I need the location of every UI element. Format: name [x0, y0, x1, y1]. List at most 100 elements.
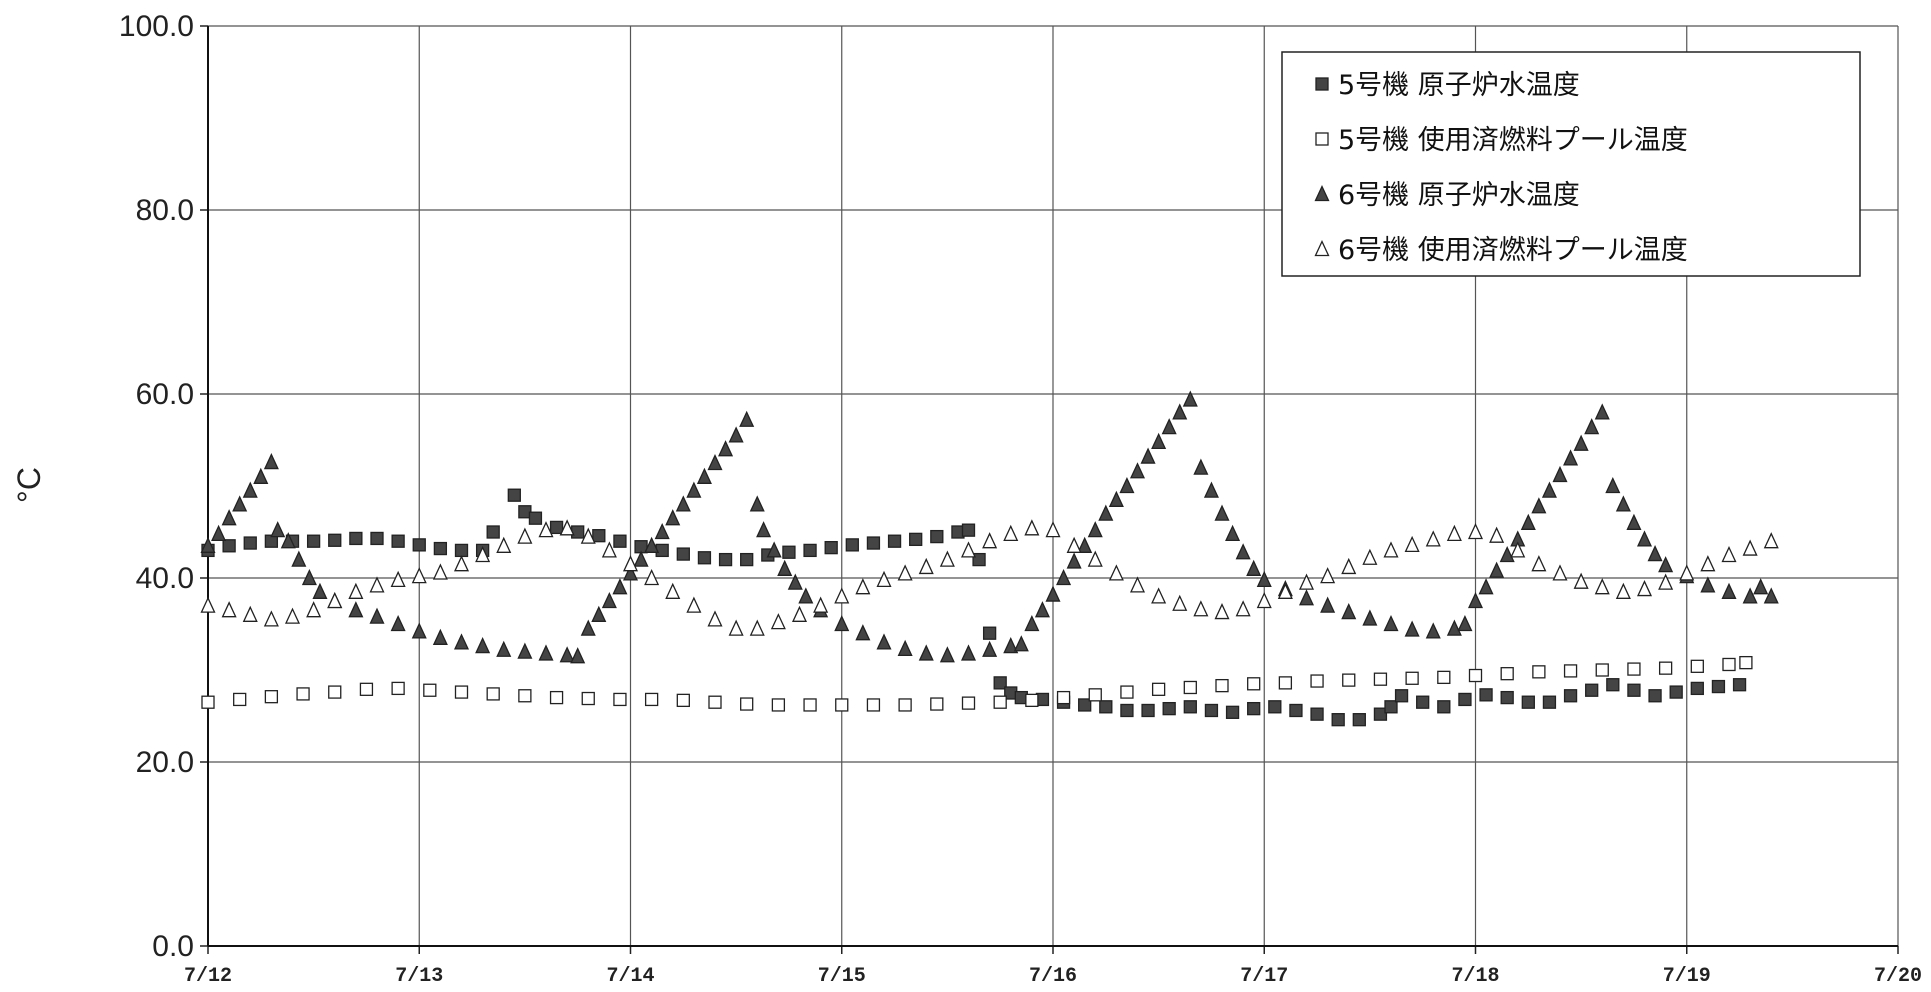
data-point — [1235, 543, 1251, 560]
grid-lines — [207, 25, 1899, 947]
data-point — [1247, 677, 1261, 691]
data-point — [454, 543, 469, 558]
data-point — [559, 646, 575, 663]
data-point — [982, 626, 997, 640]
data-point — [1225, 524, 1241, 541]
data-point — [1594, 403, 1610, 420]
data-point — [866, 536, 881, 550]
data-point — [897, 564, 913, 581]
data-point — [686, 481, 702, 498]
data-point — [876, 633, 892, 650]
data-point — [253, 467, 269, 484]
data-point — [1077, 536, 1093, 553]
data-point — [291, 550, 307, 567]
data-point — [622, 564, 639, 581]
legend-item-label: 5号機 使用済燃料プール温度 — [1338, 125, 1688, 156]
series-2 — [201, 655, 1753, 712]
data-point — [1024, 614, 1040, 632]
data-point — [1120, 685, 1134, 699]
data-point — [580, 619, 596, 636]
legend-item-label: 5号機 原子炉水温度 — [1338, 70, 1580, 101]
data-point — [972, 552, 986, 567]
x-tick-label: 7/13 — [395, 965, 443, 988]
data-point — [1203, 481, 1219, 498]
data-point — [1172, 594, 1188, 611]
data-point — [1479, 688, 1493, 702]
data-point — [263, 453, 279, 470]
data-point — [1437, 670, 1451, 685]
data-point — [432, 628, 448, 645]
y-tick-label: 80.0 — [136, 194, 194, 227]
data-point — [592, 529, 606, 543]
data-point — [708, 695, 722, 709]
data-point — [1298, 589, 1315, 606]
data-point — [296, 687, 310, 701]
data-point — [280, 532, 296, 549]
data-point — [961, 523, 976, 537]
data-point — [1690, 659, 1704, 673]
data-point — [1648, 689, 1662, 703]
data-point — [475, 545, 491, 563]
x-tick-label: 7/12 — [184, 965, 232, 988]
data-point — [676, 547, 690, 561]
data-point — [1585, 683, 1599, 697]
data-point — [1605, 476, 1621, 494]
data-point — [1722, 657, 1736, 672]
data-point — [1289, 703, 1303, 718]
data-point — [348, 601, 364, 618]
data-point — [1405, 671, 1419, 685]
series-3 — [200, 390, 1779, 664]
data-point — [369, 607, 385, 624]
y-tick-label: 40.0 — [136, 562, 194, 595]
data-point — [264, 690, 279, 704]
data-point — [423, 683, 437, 697]
data-point — [1499, 545, 1515, 563]
data-point — [1753, 578, 1769, 595]
data-point — [507, 488, 521, 502]
data-point — [571, 525, 585, 539]
data-point — [432, 563, 448, 580]
data-point — [1162, 701, 1176, 716]
data-point — [728, 426, 744, 443]
data-point — [803, 543, 817, 558]
data-point — [1151, 432, 1167, 449]
y-tick-label: 60.0 — [136, 378, 194, 411]
data-point — [1183, 700, 1197, 714]
data-point — [1457, 614, 1473, 632]
data-point — [1478, 578, 1494, 595]
data-point — [1658, 573, 1674, 590]
data-point — [1193, 458, 1209, 475]
data-point — [601, 591, 617, 609]
data-point — [1531, 497, 1547, 514]
data-point — [782, 545, 796, 559]
data-point — [1595, 663, 1609, 677]
data-point — [1277, 582, 1293, 599]
data-point — [517, 527, 533, 544]
data-point — [697, 551, 712, 565]
data-point — [1636, 530, 1653, 547]
data-point — [306, 601, 322, 618]
data-point — [549, 520, 564, 535]
data-point — [1056, 568, 1072, 586]
x-tick-labels: 7/12 7/13 7/14 7/15 7/16 7/17 7/18 7/19 7/20 — [184, 965, 1922, 988]
data-point — [1151, 682, 1166, 696]
data-point — [749, 495, 765, 512]
data-point — [1437, 700, 1451, 714]
data-point — [1247, 701, 1261, 716]
data-point — [221, 601, 237, 618]
data-point — [993, 676, 1007, 690]
data-point — [453, 633, 470, 650]
data-point — [1606, 678, 1620, 692]
data-point — [655, 543, 669, 558]
data-point — [1024, 519, 1040, 536]
data-point — [813, 596, 829, 613]
data-point — [740, 697, 754, 711]
data-point — [1594, 578, 1610, 595]
data-point — [1003, 637, 1019, 654]
data-point — [559, 519, 575, 536]
data-point — [771, 698, 786, 712]
data-point — [930, 529, 944, 544]
data-point — [517, 642, 533, 659]
data-point — [1500, 667, 1514, 681]
data-point — [1182, 390, 1198, 407]
